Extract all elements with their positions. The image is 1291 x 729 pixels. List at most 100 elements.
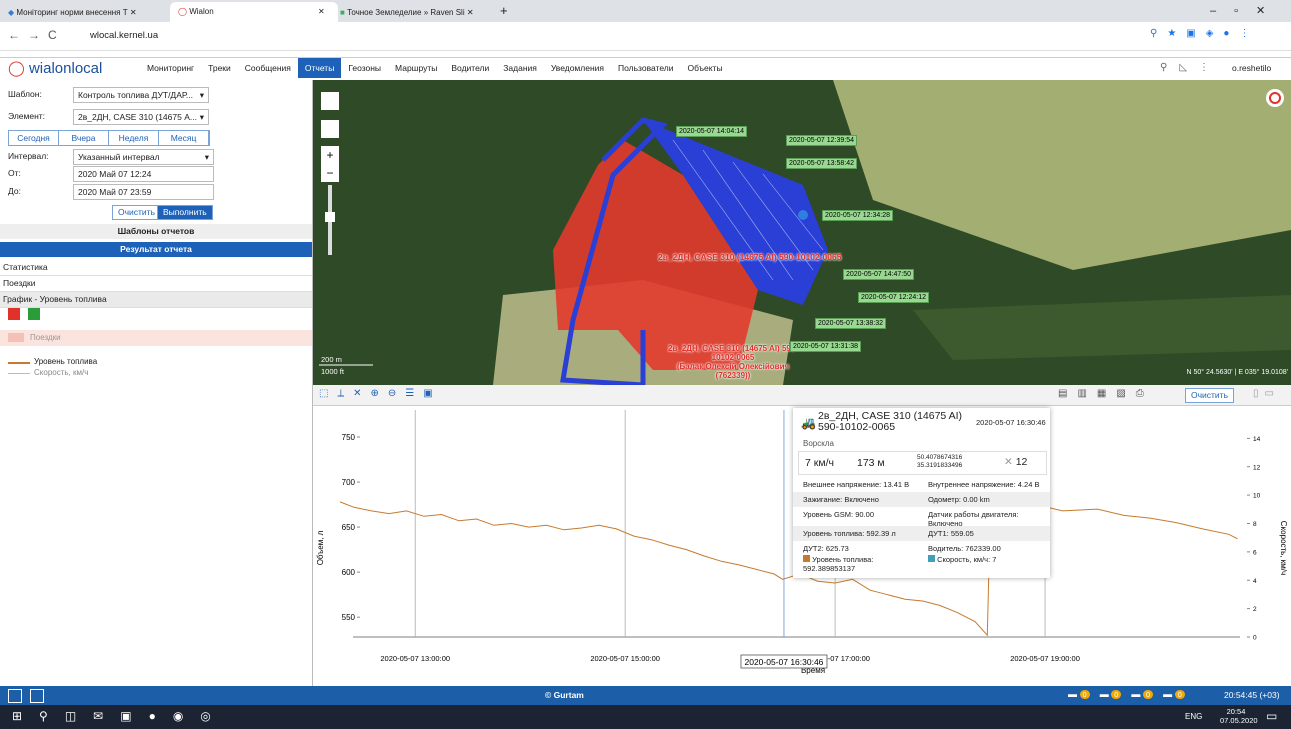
legend-swatch (8, 362, 30, 364)
badge-group[interactable]: ▬ 0 (1131, 689, 1153, 699)
user[interactable]: o.reshetilo (1232, 63, 1271, 73)
chart-tools[interactable]: ⬚⟂✕⊕⊖☰▣ (319, 388, 442, 399)
taskbar: ⊞⚲◫✉▣●◉◎ ENG 20:5407.05.2020 ▭ (0, 705, 1291, 729)
badge: 0 (1143, 690, 1153, 699)
logo-text: wialon (29, 60, 72, 77)
legend-swatch (8, 373, 30, 374)
vehicle-icon: 🚜 (801, 416, 816, 430)
server-time: 20:54:45 (+03) (1224, 690, 1280, 700)
map-time-label[interactable]: 2020-05-07 12:24:12 (858, 292, 929, 303)
menu-item[interactable]: Объекты (681, 58, 730, 78)
export-xls[interactable] (28, 308, 40, 320)
menu-item[interactable]: Геозоны (341, 58, 388, 78)
menu-item[interactable]: Задания (496, 58, 544, 78)
tab[interactable]: ◆ Моніторинг норми внесення Т ✕ (8, 4, 166, 22)
map-time-label[interactable]: 2020-05-07 14:04:14 (676, 126, 747, 137)
y2-tick-label: 10 (1253, 493, 1261, 500)
section-header[interactable]: Шаблоны отчетов (0, 224, 312, 239)
clock-date: 07.05.2020 (1220, 716, 1258, 725)
badge-group[interactable]: ▬ 0 (1163, 689, 1185, 699)
result-item[interactable]: График - Уровень топлива (0, 292, 312, 308)
section-header[interactable]: Результат отчета (0, 242, 312, 257)
element-select[interactable]: 2в_2ДН, CASE 310 (14675 А...▾ (73, 109, 209, 125)
grid-toggle[interactable] (30, 689, 44, 703)
range-button[interactable]: Сегодня (9, 131, 59, 145)
result-item[interactable]: Статистика (0, 260, 312, 276)
menu-item[interactable]: Маршруты (388, 58, 444, 78)
run-button[interactable]: Выполнить (157, 205, 213, 220)
unit-label[interactable]: 2в_2ДН, CASE 310 (14675 AI) 590-10102-00… (658, 252, 841, 262)
range-button[interactable]: Неделя (109, 131, 159, 145)
range-button[interactable]: Месяц (159, 131, 209, 145)
badge: 0 (1175, 690, 1185, 699)
menu-item[interactable]: Уведомления (544, 58, 611, 78)
map-time-label[interactable]: 2020-05-07 13:58:42 (786, 158, 857, 169)
badge: 0 (1111, 690, 1121, 699)
menu-item[interactable]: Треки (201, 58, 238, 78)
series-value: Скорость, км/ч: 7 (937, 555, 996, 564)
legend-label[interactable]: Скорость, км/ч (34, 368, 88, 377)
map-time-label[interactable]: 2020-05-07 14:47:50 (843, 269, 914, 280)
map-time-label[interactable]: 2020-05-07 12:39:54 (786, 135, 857, 146)
menu-item[interactable]: Пользователи (611, 58, 680, 78)
logo[interactable]: ◯ wialonlocal (8, 59, 102, 77)
tooltip-series: Уровень топлива: 592.389853137 (803, 555, 918, 573)
interval-select[interactable]: Указанный интервал▾ (73, 149, 214, 165)
x-tick-label: 2020-05-07 19:00:00 (1010, 654, 1080, 663)
new-tab[interactable]: + (500, 3, 508, 18)
clear-button[interactable]: Очистить (1185, 388, 1234, 403)
from-input[interactable]: 2020 Май 07 12:24 (73, 166, 214, 182)
y-tick-label: 600 (342, 568, 356, 577)
menu-item[interactable]: Отчеты (298, 58, 341, 78)
cursor-label: 2020-05-07 16:30:46 (744, 657, 823, 667)
page: ◆ Моніторинг норми внесення Т ✕ ◯ Wialon… (0, 0, 1291, 729)
tooltip-row: Зажигание: ВключеноОдометр: 0.00 km (793, 492, 1050, 507)
tooltip-place: Ворскла (803, 439, 834, 448)
y2-tick-label: 14 (1253, 436, 1261, 443)
tooltip: 🚜 2в_2ДН, CASE 310 (14675 AI) 590-10102-… (793, 408, 1050, 578)
window-controls[interactable]: –▫✕ (1210, 4, 1283, 17)
notifications[interactable]: ▭ (1266, 709, 1277, 723)
label: Шаблон: (8, 89, 42, 99)
to-input[interactable]: 2020 Май 07 23:59 (73, 184, 214, 200)
export-tools[interactable]: ▤▥▦▧⎙ (1058, 388, 1154, 399)
panel-toggle[interactable] (8, 689, 22, 703)
tooltip-row: Уровень GSM: 90.00Датчик работы двигател… (793, 507, 1050, 526)
legend-label: Поездки (30, 333, 61, 342)
template-select[interactable]: Контроль топлива ДУТ/ДАР...▾ (73, 87, 209, 103)
view-toggle[interactable]: ▯▭ (1253, 388, 1280, 399)
menu-item[interactable]: Сообщения (238, 58, 298, 78)
y2-tick-label: 0 (1253, 635, 1257, 642)
badge-group[interactable]: ▬ 0 (1068, 689, 1090, 699)
unit-label[interactable]: 2в_2ДН, CASE 310 (14675 AI) 590-10102-00… (668, 344, 798, 380)
result-item[interactable]: Поездки (0, 276, 312, 292)
tab[interactable]: ■ Точное Земледелие » Raven Sli ✕ (340, 4, 490, 22)
clear-button[interactable]: Очистить (112, 205, 161, 220)
y2-tick-label: 12 (1253, 464, 1261, 471)
range-button[interactable]: Вчера (59, 131, 109, 145)
menu-item[interactable]: Водители (444, 58, 496, 78)
url[interactable]: wlocal.kernel.ua (90, 30, 158, 41)
nav-icons[interactable]: ⚲◺⋮ (1160, 62, 1221, 73)
nav-buttons[interactable]: ←→C (8, 28, 65, 42)
badge-group[interactable]: ▬ 0 (1100, 689, 1122, 699)
taskbar-apps[interactable]: ⊞⚲◫✉▣●◉◎ (12, 709, 228, 723)
label: Интервал: (8, 151, 49, 161)
extensions[interactable]: ⚲★▣◈●⋮ (1150, 28, 1259, 39)
y-tick-label: 750 (342, 433, 356, 442)
badge: 0 (1080, 690, 1090, 699)
legend-label[interactable]: Уровень топлива (34, 357, 97, 366)
map-time-label[interactable]: 2020-05-07 12:34:28 (822, 210, 893, 221)
export-pdf[interactable] (8, 308, 20, 320)
map-time-label[interactable]: 2020-05-07 13:31:38 (790, 341, 861, 352)
menu-item[interactable]: Мониторинг (140, 58, 201, 78)
language[interactable]: ENG (1185, 712, 1202, 721)
chart-toolbar: ⬚⟂✕⊕⊖☰▣ ▤▥▦▧⎙ Очистить ▯▭ (313, 385, 1291, 406)
trips-legend[interactable]: Поездки (0, 330, 312, 346)
map-time-label[interactable]: 2020-05-07 13:38:32 (815, 318, 886, 329)
tab-active[interactable]: ◯ Wialon✕ (170, 2, 338, 22)
tooltip-title: 2в_2ДН, CASE 310 (14675 AI) 590-10102-00… (818, 411, 968, 433)
